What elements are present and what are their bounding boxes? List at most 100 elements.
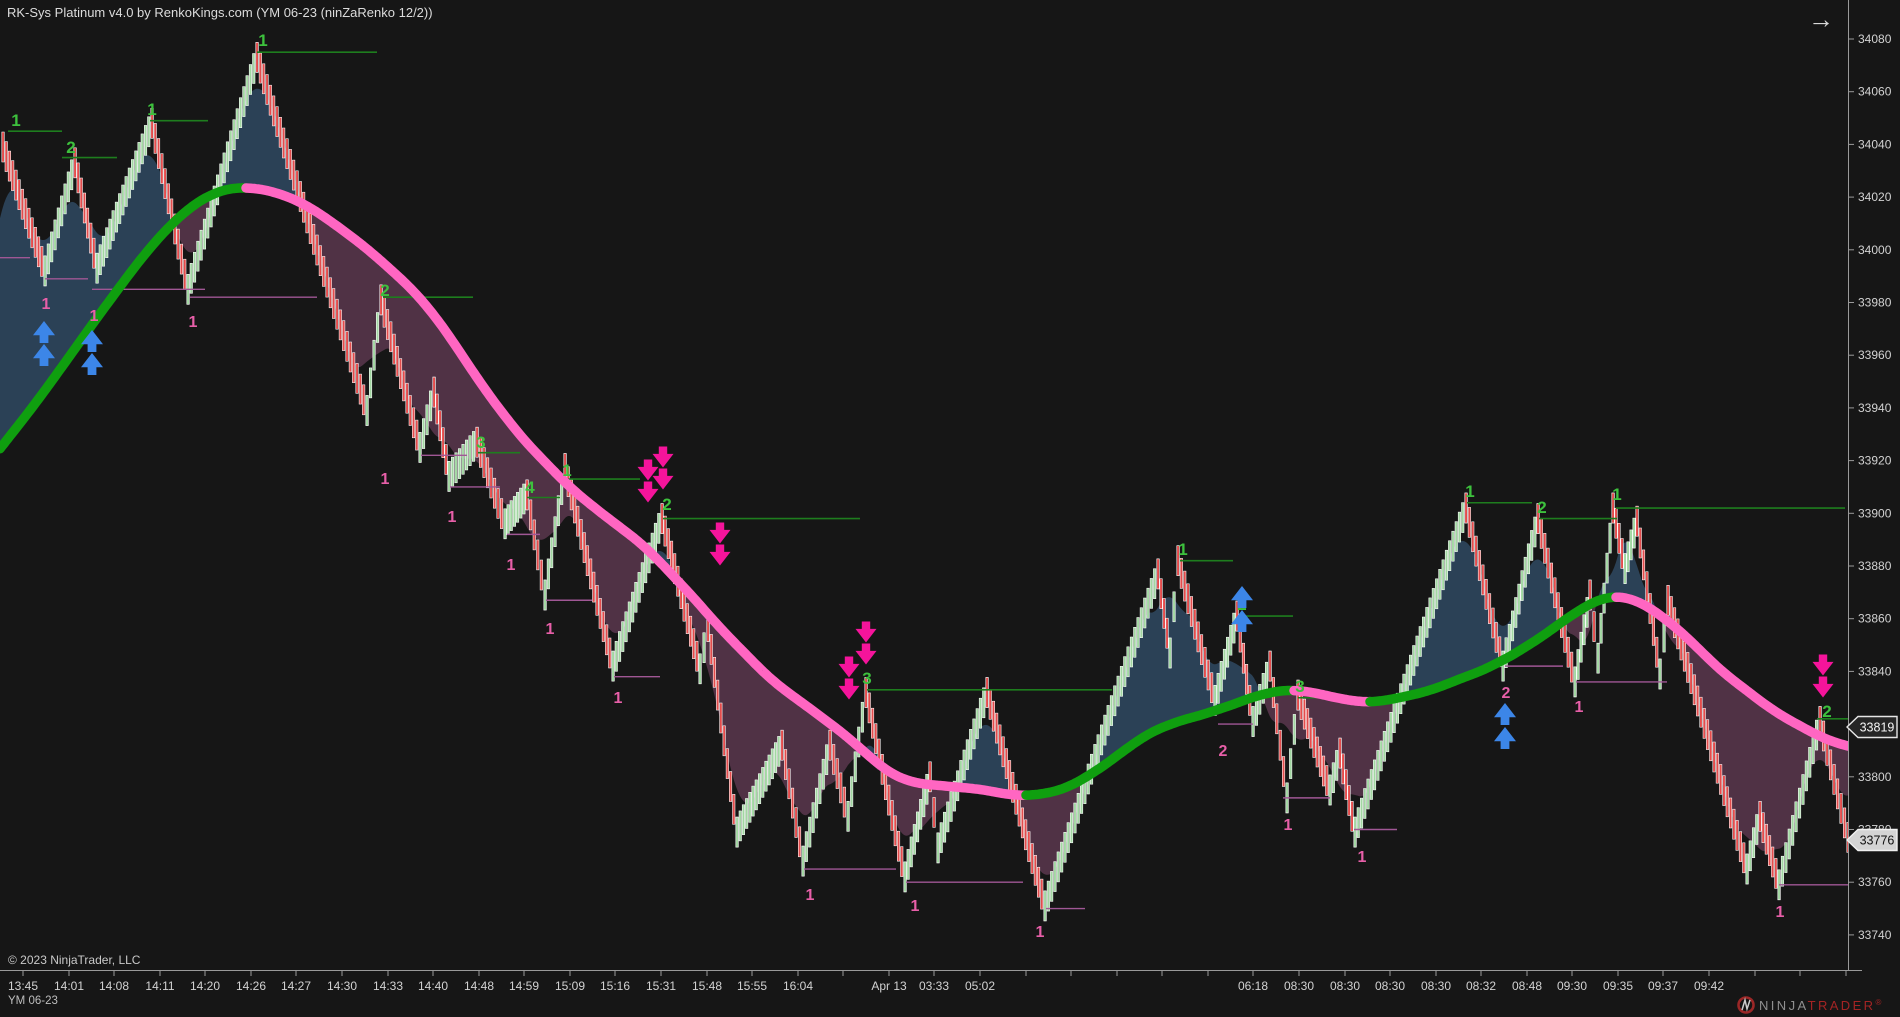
renko-bar-down [1318, 746, 1322, 777]
renko-bar-up [1438, 569, 1442, 600]
price-tick-label: 33900 [1858, 506, 1892, 520]
renko-bar-up [1576, 649, 1580, 680]
renko-bar-down [150, 108, 154, 139]
renko-bar-down [864, 677, 868, 708]
swing-high-label: 2 [66, 138, 75, 157]
renko-bar-down [798, 826, 802, 858]
renko-bar-up [1113, 685, 1117, 717]
renko-bar-down [1193, 608, 1197, 640]
renko-bar-down [1325, 765, 1329, 796]
time-tick-label: 14:48 [464, 979, 494, 993]
price-plot-area[interactable]: 1211234123123121211111111111211211 [0, 31, 1849, 941]
renko-bar-down [285, 138, 289, 169]
renko-bar-up [1409, 654, 1413, 686]
renko-bar-down [1008, 760, 1012, 791]
time-tick-label: 14:27 [281, 979, 311, 993]
chart-title: RK-Sys Platinum v4.0 by RenkoKings.com (… [7, 5, 433, 20]
renko-bar-down [1732, 808, 1736, 840]
ma-ribbon-bullish [0, 183, 251, 454]
time-tick-label: 09:30 [1557, 979, 1587, 993]
renko-bar-up [1791, 815, 1795, 846]
renko-bar-down [318, 245, 322, 276]
renko-bar-up [1386, 721, 1390, 753]
renko-bar-up [1514, 597, 1518, 628]
renko-bar-up [1379, 740, 1383, 772]
renko-bar-down [1183, 570, 1187, 602]
renko-bar-up [640, 562, 644, 593]
renko-bar-down [1020, 807, 1024, 839]
renko-bar-down [1570, 651, 1574, 683]
renko-bar-up [1418, 626, 1422, 657]
swing-low-label: 1 [1036, 924, 1045, 941]
renko-bar-up [1146, 587, 1150, 619]
renko-bar-up [627, 601, 631, 633]
renko-bar-up [121, 184, 125, 216]
renko-bar-down [780, 729, 784, 761]
renko-bar-up [754, 779, 758, 811]
renko-bar-down [37, 236, 41, 268]
renko-bar-down [338, 309, 342, 341]
time-tick-label: Apr 13 [871, 979, 907, 993]
swing-low-label: 1 [1776, 904, 1785, 921]
indicator-price-tag-shape [1845, 715, 1898, 739]
renko-bar-down [666, 528, 670, 559]
renko-bar-down [358, 373, 362, 405]
renko-bar-up [631, 591, 635, 623]
renko-bar-down [1275, 703, 1279, 735]
renko-bar-down [288, 149, 292, 180]
renko-bar-up [1363, 788, 1367, 819]
renko-bar-up [369, 367, 373, 399]
renko-bar-up [770, 748, 774, 780]
renko-bar-down [1549, 562, 1553, 594]
renko-bar-down [712, 657, 716, 688]
renko-bar-down [1839, 793, 1843, 824]
renko-bar-down [153, 123, 157, 154]
renko-bar-down [1179, 558, 1183, 589]
renko-bar-down [1829, 749, 1833, 781]
renko-bar-up [193, 251, 197, 283]
sell-signal-arrow-icon [1812, 676, 1834, 698]
renko-bar-up [1533, 516, 1537, 548]
renko-bar-down [1635, 505, 1639, 537]
renko-bar-up [741, 804, 745, 835]
renko-bar-down [605, 624, 609, 656]
renko-bar-up [376, 312, 380, 343]
renko-bar-up [546, 558, 550, 590]
renko-bar-down [1715, 752, 1719, 784]
renko-bar-up [1360, 797, 1364, 829]
renko-bar-up [1116, 675, 1120, 707]
renko-bar-down [709, 634, 713, 665]
renko-bar-down [1702, 708, 1706, 739]
renko-bar-down [585, 545, 589, 576]
renko-bar-down [1162, 598, 1166, 629]
renko-bar-down [89, 222, 93, 254]
renko-bar-down [1176, 545, 1180, 576]
time-tick-label: 14:33 [373, 979, 403, 993]
renko-bar-up [1123, 656, 1127, 687]
renko-bar-up [912, 824, 916, 855]
renko-bar-down [17, 179, 21, 210]
renko-bar-down [897, 830, 901, 862]
renko-bar-up [239, 97, 243, 128]
renko-bar-up [1526, 543, 1530, 575]
renko-bar-up [698, 653, 702, 685]
renko-bar-up [946, 801, 950, 833]
renko-bar-up [621, 621, 625, 652]
renko-bar-down [438, 410, 442, 442]
renko-bar-down [399, 358, 403, 389]
buy-signal-arrow-icon [81, 330, 103, 352]
renko-bar-down [1768, 835, 1772, 866]
forward-arrow-icon[interactable]: → [1808, 4, 1834, 34]
renko-bar-down [1344, 769, 1348, 800]
renko-bar-down [1203, 647, 1207, 678]
time-tick-label: 14:59 [509, 979, 539, 993]
renko-bar-up [1060, 841, 1064, 873]
renko-bar-down [595, 585, 599, 616]
renko-bar-down [1836, 778, 1840, 810]
renko-bar-up [53, 219, 57, 251]
renko-bar-up [43, 255, 47, 287]
renko-bar-up [1149, 578, 1153, 609]
renko-bar-down [835, 758, 839, 789]
renko-bar-down [157, 138, 161, 169]
